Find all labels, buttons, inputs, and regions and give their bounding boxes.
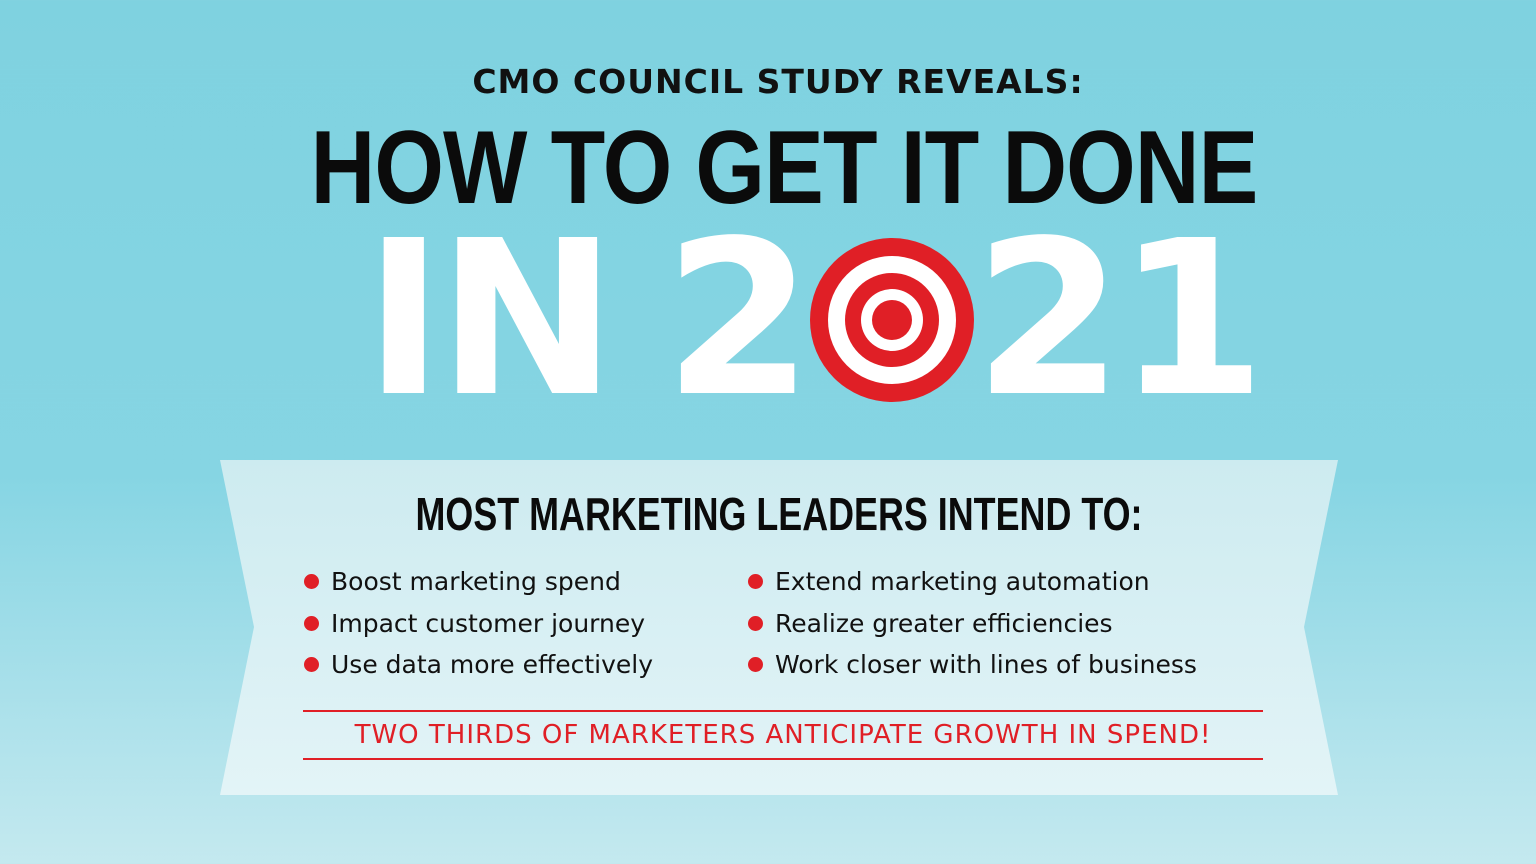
year-heading: IN 2 21 [364,195,1266,444]
list-item: Extend marketing automation [747,563,1197,605]
list-item: Use data more effectively [303,646,653,688]
red-dot-bullet-icon [748,615,763,631]
red-dot-bullet-icon [304,657,319,672]
callout-statement: TWO THIRDS OF MARKETERS ANTICIPATE GROWT… [303,710,1263,760]
list-item: Impact customer journey [303,605,653,647]
year-first-digit: 2 [664,195,813,444]
intent-list-right: Extend marketing automation Realize grea… [747,563,1197,688]
list-item-label: Use data more effectively [331,650,654,679]
year-prefix: IN [364,195,617,444]
list-item-label: Impact customer journey [331,608,646,638]
list-item: Realize greater efficiencies [747,605,1197,647]
red-dot-bullet-icon [748,574,763,589]
red-dot-bullet-icon [304,615,319,631]
bullseye-target-icon [810,238,974,402]
intent-list-left: Boost marketing spend Impact customer jo… [303,563,653,688]
headline: HOW TO GET IT DONE [310,110,1259,226]
list-item: Work closer with lines of business [747,646,1197,688]
red-dot-bullet-icon [304,574,319,589]
year-last-digits: 21 [974,195,1266,444]
list-item-label: Extend marketing automation [775,567,1150,596]
kicker-text: CMO COUNCIL STUDY REVEALS: [472,62,1084,101]
list-item-label: Boost marketing spend [331,567,621,596]
list-item: Boost marketing spend [303,563,653,605]
list-item-label: Realize greater efficiencies [775,608,1113,638]
banner-title: MOST MARKETING LEADERS INTEND TO: [415,488,1143,540]
red-dot-bullet-icon [748,657,763,672]
list-item-label: Work closer with lines of business [775,650,1197,679]
